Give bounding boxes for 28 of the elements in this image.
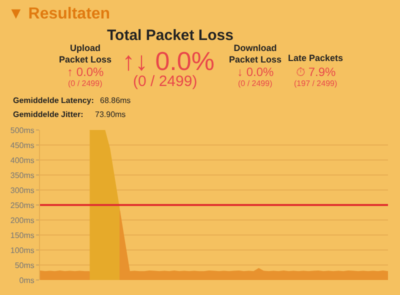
y-tick-label: 350ms: [10, 170, 34, 180]
text: ↑↓ 0.0%: [122, 46, 214, 76]
y-tick-label: 0ms: [19, 276, 34, 285]
text: Upload Packet Loss: [59, 43, 112, 65]
text: Late Packets: [288, 53, 344, 63]
y-tick-label: 250ms: [10, 200, 34, 210]
y-tick-label: 500ms: [10, 126, 34, 135]
y-tick-label: 200ms: [10, 216, 34, 225]
y-tick-label: 100ms: [10, 246, 34, 255]
chart-title: ▼ Resultaten: [8, 6, 110, 23]
text: (197 / 2499): [294, 79, 338, 88]
text: (0 / 2499): [133, 73, 198, 90]
text: Download Packet Loss: [229, 43, 282, 65]
text: ↑ 0.0%: [67, 65, 104, 79]
text: (0 / 2499): [238, 79, 273, 88]
text: ↓ 0.0%: [237, 65, 274, 79]
y-tick-label: 150ms: [10, 230, 34, 240]
text: Total Packet Loss: [107, 27, 234, 44]
text: 73.90ms: [95, 110, 126, 119]
text: Gemiddelde Latency:: [13, 96, 94, 105]
text: ⏱ 7.9%: [296, 65, 336, 79]
text: (0 / 2499): [68, 79, 103, 88]
y-tick-label: 300ms: [10, 186, 34, 195]
text: 68.86ms: [100, 96, 131, 105]
y-tick-label: 50ms: [14, 260, 34, 270]
y-tick-label: 450ms: [10, 140, 34, 150]
y-tick-label: 400ms: [10, 156, 34, 165]
text: Gemiddelde Jitter:: [13, 110, 84, 119]
